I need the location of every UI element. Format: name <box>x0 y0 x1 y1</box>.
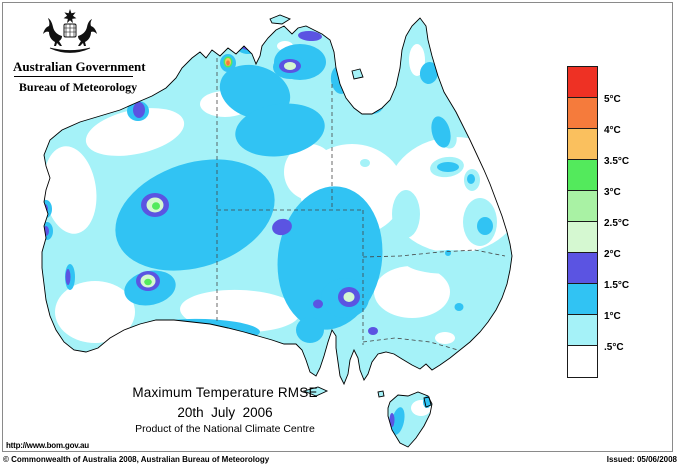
legend-label: 1.5°C <box>604 280 630 291</box>
contours-one-point-five-degree <box>42 30 395 427</box>
legend-label: 1°C <box>604 311 621 322</box>
legend-label: 2°C <box>604 249 621 260</box>
coat-of-arms <box>43 9 97 53</box>
bom-url: http://www.bom.gov.au <box>6 441 89 450</box>
legend-label: 4°C <box>604 125 621 136</box>
map-date: 20th July 2006 <box>177 405 273 420</box>
map-title: Maximum Temperature RMSE <box>132 385 318 400</box>
legend-bar <box>567 66 598 378</box>
map-subtitle: Product of the National Climate Centre <box>135 423 315 435</box>
legend-swatch <box>568 315 597 346</box>
contour-hotspot-kimberley <box>223 56 233 68</box>
state-borders <box>216 58 506 351</box>
issued-date: Issued: 05/06/2008 <box>606 455 677 464</box>
legend-label: .5°C <box>604 342 624 353</box>
map-frame-border <box>2 2 673 452</box>
contours-two-point-five-degree <box>144 202 160 286</box>
agency-name: Australian Government <box>13 59 146 74</box>
legend-swatch <box>568 284 597 315</box>
legend-swatch <box>568 98 597 129</box>
color-scale-legend: 5°C 4°C 3.5°C 3°C 2.5°C 2°C 1.5°C 1°C .5… <box>567 66 677 382</box>
legend-swatch <box>568 253 597 284</box>
legend-label: 2.5°C <box>604 218 630 229</box>
copyright-text: © Commonwealth of Australia 2008, Austra… <box>3 455 270 464</box>
legend-label: 5°C <box>604 94 621 105</box>
legend-swatch <box>568 160 597 191</box>
header-divider <box>14 76 133 77</box>
legend-swatch <box>568 129 597 160</box>
legend-swatch <box>568 67 597 98</box>
map-title-block: Maximum Temperature RMSE 20th July 2006 … <box>75 385 375 435</box>
legend-label: 3.5°C <box>604 156 630 167</box>
legend-swatch <box>568 191 597 222</box>
coastline <box>41 14 513 448</box>
legend-swatch <box>568 222 597 253</box>
bureau-name: Bureau of Meteorology <box>18 80 138 94</box>
footer-bar: © Commonwealth of Australia 2008, Austra… <box>3 455 677 464</box>
legend-swatch <box>568 346 597 377</box>
legend-label: 3°C <box>604 187 621 198</box>
